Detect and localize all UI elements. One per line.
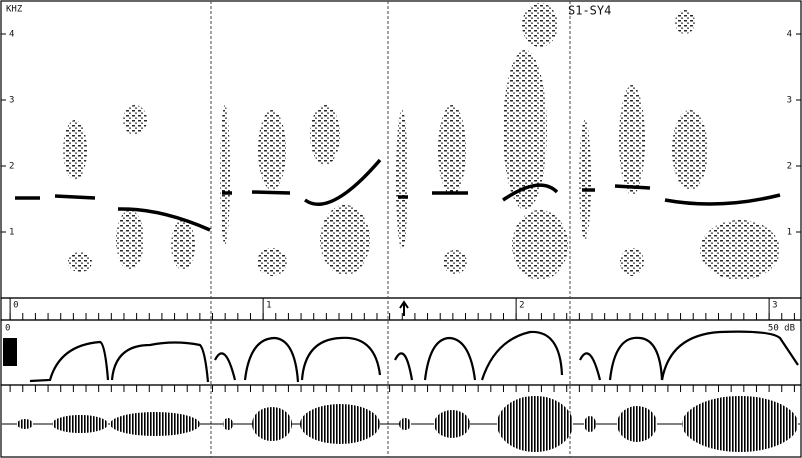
intensity-marker: [3, 338, 17, 366]
formant-energy: [63, 3, 780, 280]
y-tick-label-right: 2: [787, 162, 792, 172]
y-tick-label-right: 1: [787, 228, 792, 238]
y-tick-label: 3: [9, 96, 14, 106]
x-tick-label: 2: [519, 301, 524, 311]
segment-label: S1-SY4: [568, 4, 611, 18]
y-tick-label-right: 4: [787, 30, 792, 40]
freq-unit: KHZ: [6, 5, 23, 15]
intensity-level: 50 dB: [768, 324, 795, 334]
y-tick-label-right: 3: [787, 96, 792, 106]
x-tick-label: 0: [13, 301, 18, 311]
y-tick-label: 2: [9, 162, 14, 172]
x-tick-label: 1: [266, 301, 271, 311]
intensity-contour: [30, 332, 798, 382]
y-tick-label: 1: [9, 228, 14, 238]
intensity-zero: 0: [5, 324, 10, 334]
x-tick-label: 3: [772, 301, 777, 311]
spectrogram-figure: KHZ S1-SY4 0 50 dB 1 1 2 2 3 3 4 4 0 1 2 3: [0, 0, 802, 458]
y-tick-label: 4: [9, 30, 14, 40]
time-marker: [400, 302, 408, 316]
